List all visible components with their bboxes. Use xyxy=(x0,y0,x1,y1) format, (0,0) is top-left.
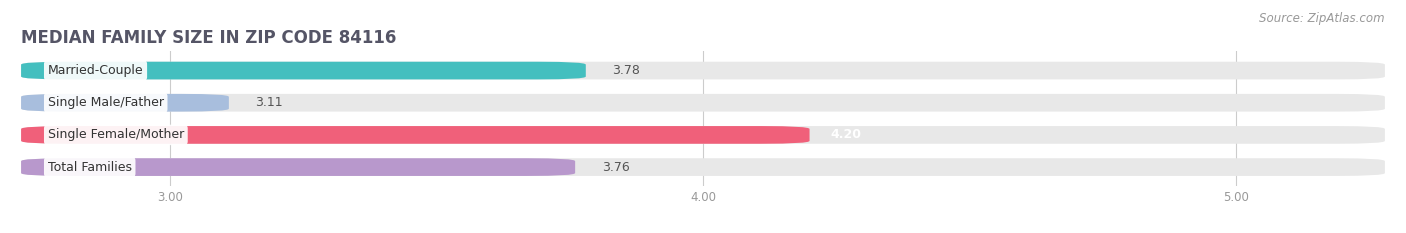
FancyBboxPatch shape xyxy=(21,126,1385,144)
Text: Total Families: Total Families xyxy=(48,161,132,174)
FancyBboxPatch shape xyxy=(21,62,1385,79)
Text: Source: ZipAtlas.com: Source: ZipAtlas.com xyxy=(1260,12,1385,25)
Text: 3.78: 3.78 xyxy=(613,64,640,77)
FancyBboxPatch shape xyxy=(21,94,229,112)
FancyBboxPatch shape xyxy=(21,158,575,176)
FancyBboxPatch shape xyxy=(21,158,1385,176)
Text: MEDIAN FAMILY SIZE IN ZIP CODE 84116: MEDIAN FAMILY SIZE IN ZIP CODE 84116 xyxy=(21,29,396,47)
FancyBboxPatch shape xyxy=(21,94,1385,112)
Text: 3.11: 3.11 xyxy=(256,96,283,109)
Text: 3.76: 3.76 xyxy=(602,161,630,174)
Text: Single Female/Mother: Single Female/Mother xyxy=(48,128,184,141)
Text: 4.20: 4.20 xyxy=(831,128,862,141)
Text: Single Male/Father: Single Male/Father xyxy=(48,96,163,109)
Text: Married-Couple: Married-Couple xyxy=(48,64,143,77)
FancyBboxPatch shape xyxy=(21,126,810,144)
FancyBboxPatch shape xyxy=(21,62,586,79)
